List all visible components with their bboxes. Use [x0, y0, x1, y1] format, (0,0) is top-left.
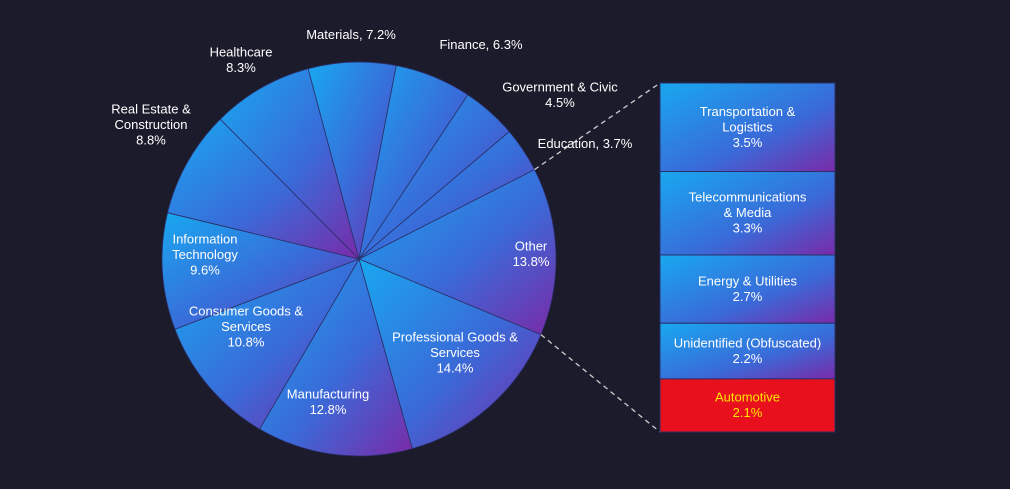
pie-label-manufacturing: Manufacturing 12.8% — [287, 386, 369, 417]
pie-label-consumer-goods-services: Consumer Goods & Services 10.8% — [189, 304, 303, 350]
pie-slice-consumer-goods-services — [174, 258, 360, 430]
bar-label-unidentified-obfuscated: Unidentified (Obfuscated) 2.2% — [674, 335, 821, 366]
pie-label-finance: Finance, 6.3% — [439, 37, 523, 52]
bar-segment-telecommunications-media — [659, 171, 836, 256]
connector-line-top — [534, 82, 661, 171]
bar-label-transportation-logistics: Transportation & Logistics 3.5% — [700, 104, 796, 150]
bar-segments — [659, 82, 836, 433]
connector-line-bottom — [540, 334, 661, 433]
pie-label-healthcare: Healthcare 8.3% — [210, 44, 273, 75]
pie-label-real-estate-construction: Real Estate & Construction 8.8% — [111, 102, 191, 148]
bar-label-energy-utilities: Energy & Utilities 2.7% — [698, 273, 797, 304]
pie-slice-other — [358, 169, 557, 336]
pie-label-other: Other 13.8% — [513, 238, 550, 268]
pie-slice-information-technology — [161, 212, 361, 330]
bar-label-telecommunications-media: Telecommunications & Media 3.3% — [689, 190, 807, 236]
pie-slice-healthcare — [219, 68, 360, 261]
chart-labels: Other 13.8% Professional Goods & Services 14… — [111, 27, 821, 420]
pie-slice-professional-goods-services — [358, 258, 542, 450]
pie-label-information-technology: Information Technology 9.6% — [172, 232, 238, 278]
bar-segment-transportation-logistics — [659, 82, 836, 173]
bar-segment-automotive — [659, 378, 836, 433]
pie-label-professional-goods-services: Professional Goods & Services 14.4% — [392, 330, 518, 376]
pie-slice-manufacturing — [259, 257, 413, 457]
pie-label-materials: Materials, 7.2% — [306, 27, 396, 42]
pie-label-government-civic: Government & Civic 4.5% — [502, 79, 618, 110]
connector-lines — [534, 82, 661, 433]
pie-slices — [161, 61, 557, 457]
pie-slice-real-estate-construction — [167, 118, 361, 260]
pie-label-education: Education, 3.7% — [538, 136, 633, 151]
bar-label-automotive: Automotive 2.1% — [715, 390, 780, 421]
